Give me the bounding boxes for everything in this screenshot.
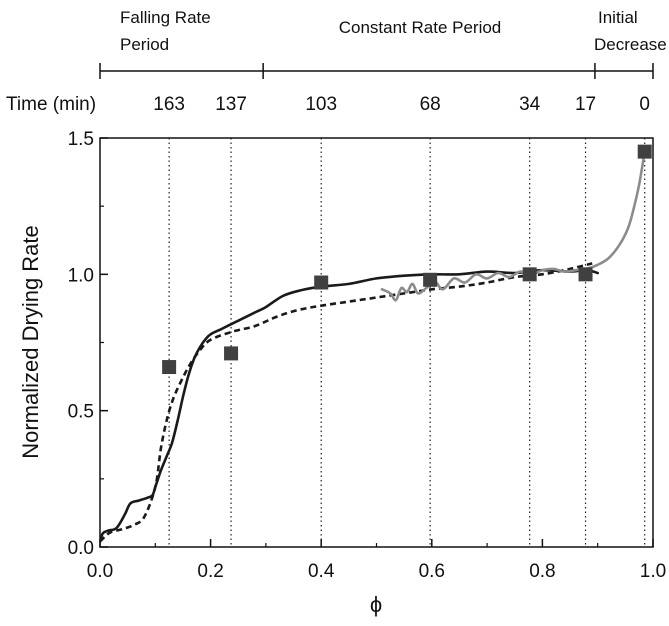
- data-marker-5: [578, 267, 593, 282]
- period-label-initial-2: Decrease: [594, 35, 667, 54]
- time-label-17: 17: [575, 94, 596, 115]
- period-label-falling-1: Falling Rate: [120, 8, 211, 27]
- data-marker-6: [637, 144, 652, 159]
- series-line-3-solid: [380, 150, 646, 302]
- period-label-falling-2: Period: [120, 35, 169, 54]
- period-label-constant: Constant Rate Period: [339, 18, 502, 37]
- time-label-103: 103: [305, 94, 337, 115]
- time-label-34: 34: [519, 94, 541, 115]
- marker-layer: [162, 144, 652, 375]
- period-labels: Falling Rate Period Constant Rate Period…: [120, 8, 667, 54]
- y-tick-label-0.0: 0.0: [68, 538, 94, 559]
- y-tick-label-0.5: 0.5: [68, 402, 94, 423]
- data-marker-2: [314, 275, 329, 290]
- data-marker-4: [522, 267, 537, 282]
- time-label-163: 163: [153, 94, 185, 115]
- x-tick-label-0.6: 0.6: [419, 561, 445, 582]
- time-row-label: Time (min): [6, 94, 96, 115]
- x-tick-label-1.0: 1.0: [640, 561, 666, 582]
- plot-frame: [99, 137, 654, 548]
- time-label-137: 137: [215, 94, 247, 115]
- x-axis-title: ϕ: [370, 592, 382, 617]
- x-tick-label-0.8: 0.8: [529, 561, 555, 582]
- y-tick-label-1.5: 1.5: [68, 129, 94, 150]
- y-axis-title: Normalized Drying Rate: [18, 225, 43, 459]
- x-tick-label-0.2: 0.2: [197, 561, 223, 582]
- x-axis-ticks: 0.0 0.2 0.4 0.6 0.8 1.0: [87, 539, 666, 582]
- series-line-1-solid: [100, 268, 599, 543]
- x-tick-label-0.4: 0.4: [308, 561, 335, 582]
- period-label-initial-1: Initial: [598, 8, 638, 27]
- time-row: Time (min) 163 137 103 68 34 17 0: [6, 94, 650, 115]
- time-reference-lines: [168, 138, 646, 547]
- series-line-2-dashed: [100, 262, 593, 543]
- series-layer: [100, 150, 646, 543]
- data-marker-0: [162, 360, 177, 375]
- period-bracket: [99, 63, 654, 79]
- y-tick-label-1.0: 1.0: [68, 265, 94, 286]
- y-axis-ticks: 0.0 0.5 1.0 1.5: [68, 129, 108, 559]
- data-marker-1: [224, 346, 239, 361]
- data-marker-3: [423, 272, 438, 287]
- time-label-0: 0: [639, 94, 650, 115]
- time-label-68: 68: [420, 94, 441, 115]
- x-tick-label-0.0: 0.0: [87, 561, 113, 582]
